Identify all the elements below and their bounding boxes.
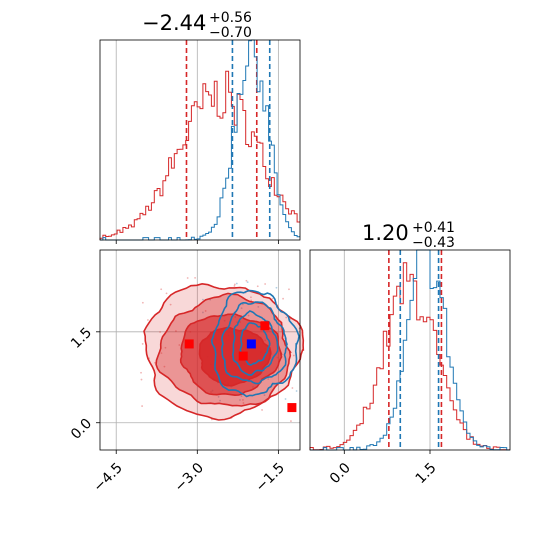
scatter-point-18 <box>175 330 177 332</box>
xtick-label-contour-1: −3.0 <box>172 460 207 495</box>
xtick-label-contour-0: −4.5 <box>91 460 126 495</box>
scatter-point-30 <box>292 354 295 357</box>
scatter-point-77 <box>290 420 292 422</box>
contours <box>140 276 305 422</box>
contour-blue-0 <box>210 289 300 398</box>
scatter-point-101 <box>160 288 163 291</box>
scatter-point-92 <box>219 399 221 402</box>
scatter-point-6 <box>159 331 161 333</box>
title-bottom-right-value: 1.20 <box>362 221 409 245</box>
series-bottom-right <box>309 249 510 451</box>
scatter-point-69 <box>235 282 238 285</box>
frame-top-left <box>99 39 301 241</box>
ytick-label-contour-1: 1.5 <box>68 325 95 352</box>
marker-red-1 <box>260 321 270 331</box>
xtick-label-bottom-right-0: 0.0 <box>327 460 354 487</box>
scatter-point-10 <box>285 316 288 319</box>
hist-series-bottom-right-0 <box>309 262 510 451</box>
scatter-point-107 <box>140 371 142 374</box>
hist-series-top-left-0 <box>99 70 300 240</box>
hist-series-top-left-1 <box>100 39 300 241</box>
scatter-point-53 <box>160 352 163 355</box>
scatter-point-44 <box>240 307 243 310</box>
frame-contour <box>99 249 301 451</box>
scatter-point-109 <box>204 310 207 312</box>
scatter-point-87 <box>240 395 243 397</box>
ytick-label-contour-0: 0.0 <box>68 416 95 443</box>
scatter-point-54 <box>141 343 144 345</box>
title-top-left: −2.44 <box>142 11 206 35</box>
title-bottom-right: 1.20 <box>362 221 409 245</box>
scatter-point-32 <box>263 394 266 397</box>
scatter-point-13 <box>233 283 236 286</box>
scatter-point-37 <box>141 301 144 304</box>
scatter-point-57 <box>284 398 287 400</box>
hist-panel-top-left: −2.44 +0.56 −0.70 <box>99 10 301 244</box>
scatter-point-11 <box>178 344 181 346</box>
scatter-point-75 <box>140 378 143 381</box>
title-top-left-sub: −0.70 <box>209 25 252 41</box>
yticks-contour: 0.0 1.5 <box>68 325 100 443</box>
scatter-point-86 <box>242 402 245 404</box>
xticks-contour: −4.5 −3.0 −1.5 <box>91 450 288 495</box>
scatter-point-45 <box>242 399 244 401</box>
marker-red-2 <box>238 351 248 361</box>
scatter-point-43 <box>261 409 263 411</box>
title-bottom-right-sub: −0.43 <box>412 235 455 251</box>
scatter-point-59 <box>250 299 253 302</box>
marker-blue-0 <box>246 339 256 349</box>
scatter-point-20 <box>245 279 248 282</box>
scatter-point-94 <box>295 390 298 392</box>
scatter-point-52 <box>194 276 196 279</box>
contour-panel: −4.5 −3.0 −1.5 0.0 1.5 <box>68 249 305 495</box>
scatter-point-21 <box>275 286 278 289</box>
contour-blue-2 <box>231 310 279 376</box>
scatter-point-24 <box>257 305 260 308</box>
scatter-point-38 <box>264 283 267 285</box>
scatter-point-14 <box>202 311 204 314</box>
series-top-left <box>99 39 300 241</box>
title-bottom-right-sup: +0.41 <box>412 220 455 236</box>
scatter-point-12 <box>169 303 172 306</box>
scatter-point-103 <box>163 365 166 368</box>
grid-top-left <box>115 40 279 244</box>
xticks-bottom-right: 0.0 1.5 <box>327 450 440 487</box>
scatter-point-100 <box>164 346 167 349</box>
scatter-point-83 <box>239 399 241 401</box>
scatter-point-49 <box>246 281 249 284</box>
contour-blue-1 <box>221 301 289 385</box>
frame-bottom-right <box>309 249 511 451</box>
scatter-point-39 <box>217 395 220 398</box>
scatter-point-81 <box>154 361 156 364</box>
scatter-point-102 <box>256 285 259 288</box>
scatter-point-108 <box>247 314 250 317</box>
scatter-point-42 <box>141 405 144 407</box>
marker-red-0 <box>184 339 194 349</box>
xtick-label-bottom-right-1: 1.5 <box>413 460 440 487</box>
scatter-point-79 <box>288 288 290 291</box>
scatter-point-106 <box>271 297 274 300</box>
title-top-left-sup: +0.56 <box>209 10 252 26</box>
scatter-point-47 <box>165 292 168 295</box>
title-top-left-value: −2.44 <box>142 11 206 35</box>
scatter-point-8 <box>186 277 189 279</box>
hist-panel-bottom-right: 1.20 +0.41 −0.43 0.0 1.5 <box>309 220 511 487</box>
marker-red-3 <box>287 403 297 413</box>
grid-bottom-right <box>343 250 431 450</box>
hist-series-bottom-right-1 <box>310 249 510 451</box>
scatter-point-33 <box>202 298 204 301</box>
scatter-point-88 <box>267 378 270 380</box>
markers <box>184 321 297 413</box>
scatter-point-70 <box>291 387 294 389</box>
scatter-point-16 <box>147 319 149 321</box>
scatter-point-65 <box>250 296 252 299</box>
xtick-label-contour-2: −1.5 <box>253 460 288 495</box>
scatter-point-68 <box>282 297 284 300</box>
scatter-point-96 <box>233 285 236 287</box>
